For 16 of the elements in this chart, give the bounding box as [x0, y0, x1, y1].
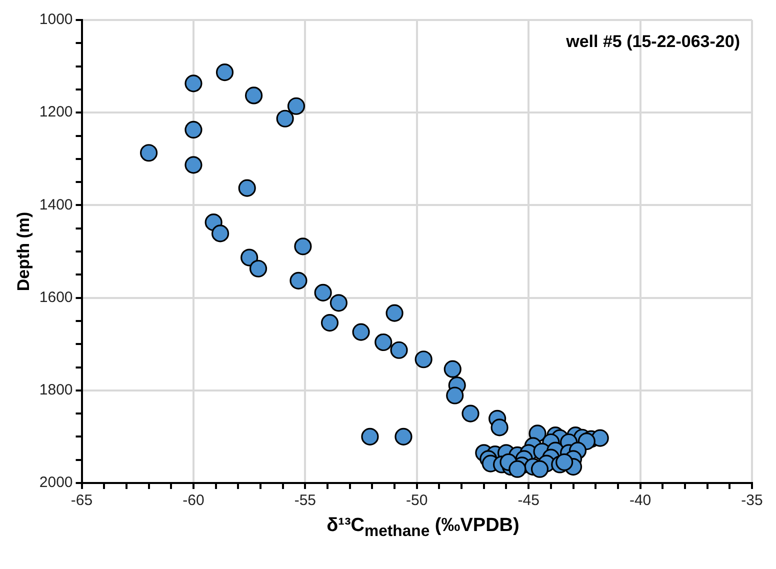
x-tick-label: -50 [406, 492, 428, 510]
x-tick-label: -55 [294, 492, 316, 510]
x-tick-label: -60 [182, 492, 204, 510]
y-tick-label: 2000 [39, 474, 73, 492]
y-tick-label: 1600 [39, 288, 73, 306]
annotation: well #5 (15-22-063-20) [565, 32, 740, 52]
x-tick-label: -45 [518, 492, 540, 510]
y-tick-label: 1000 [39, 11, 73, 28]
x-tick-label: -35 [741, 492, 763, 510]
x-tick-label: -65 [70, 492, 93, 510]
x-axis-title: δ¹³C$_{methane}$ (‰VPDB) [326, 515, 520, 541]
y-axis-title: Depth (m) [14, 212, 33, 292]
y-tick-label: 1200 [39, 104, 73, 121]
y-tick-label: 1400 [39, 196, 73, 214]
x-tick-label: -40 [629, 492, 652, 510]
y-tick-label: 1800 [39, 382, 73, 399]
